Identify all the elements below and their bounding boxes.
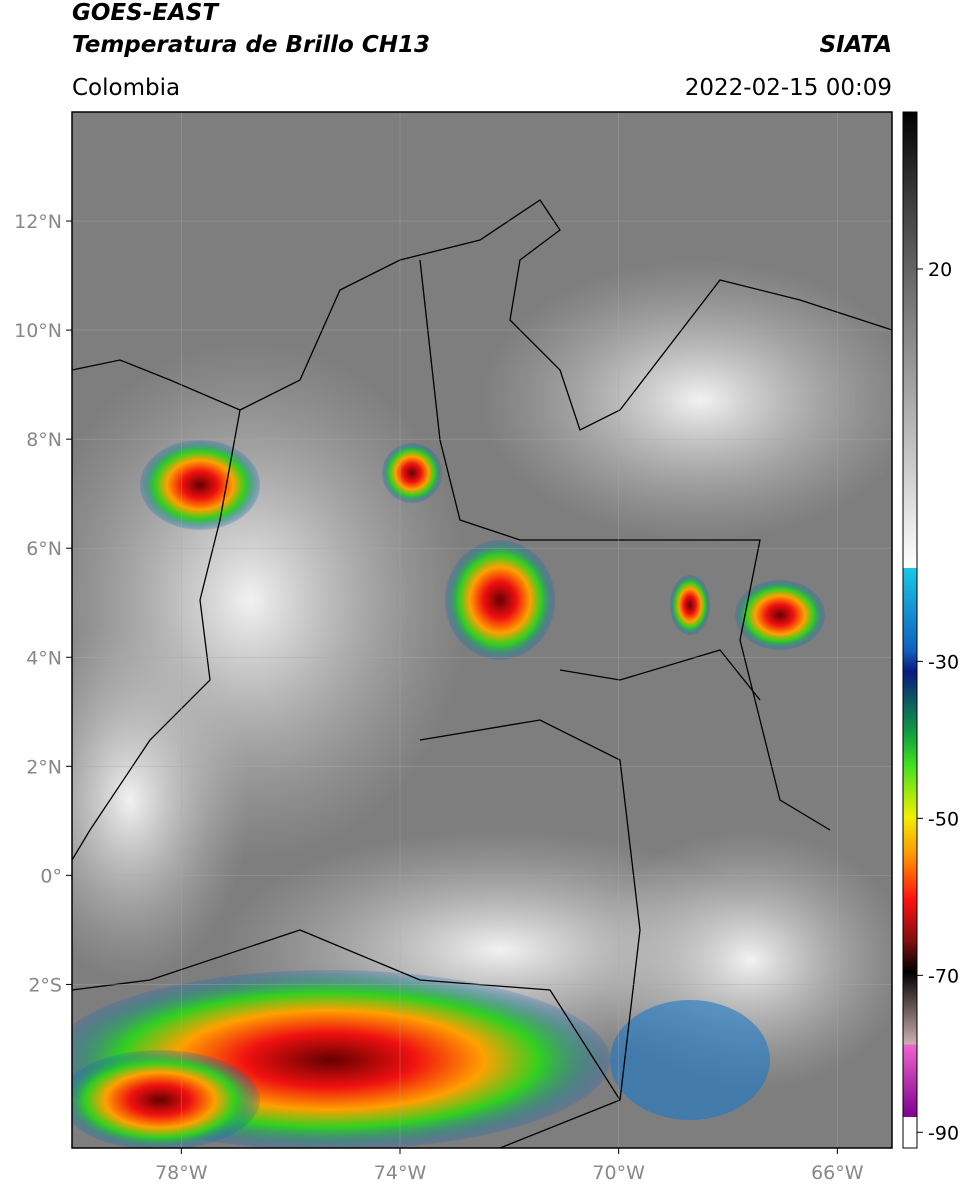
colorbar-tick-label: -90 (928, 1122, 959, 1144)
lat-tick-label: 2°N (26, 756, 62, 778)
source-label: SIATA (820, 32, 892, 58)
satellite-image (72, 112, 892, 1148)
colorbar-tick-label: -70 (928, 965, 959, 987)
lon-tick-label: 78°W (155, 1162, 208, 1184)
datetime-label: 2022-02-15 00:09 (685, 75, 892, 101)
lat-tick-label: 4°N (26, 647, 62, 669)
lat-tick-label: 10°N (14, 320, 62, 342)
colorbar-tick-label: 20 (928, 259, 952, 281)
colorbar (902, 111, 918, 1149)
lat-tick-label: 0° (40, 865, 62, 887)
colorbar-tick-label: -50 (928, 808, 959, 830)
colorbar-tick-label: -30 (928, 651, 959, 673)
satellite-title: GOES-EAST (72, 0, 220, 26)
region-label: Colombia (72, 75, 180, 101)
lon-tick-label: 70°W (592, 1162, 645, 1184)
lat-tick-label: 12°N (14, 211, 62, 233)
product-title: Temperatura de Brillo CH13 (72, 32, 430, 58)
lat-tick-label: 2°S (28, 974, 62, 996)
map-frame (71, 111, 893, 1149)
lon-tick-label: 74°W (374, 1162, 427, 1184)
lat-tick-label: 8°N (26, 429, 62, 451)
lat-tick-label: 6°N (26, 538, 62, 560)
lon-tick-label: 66°W (811, 1162, 864, 1184)
